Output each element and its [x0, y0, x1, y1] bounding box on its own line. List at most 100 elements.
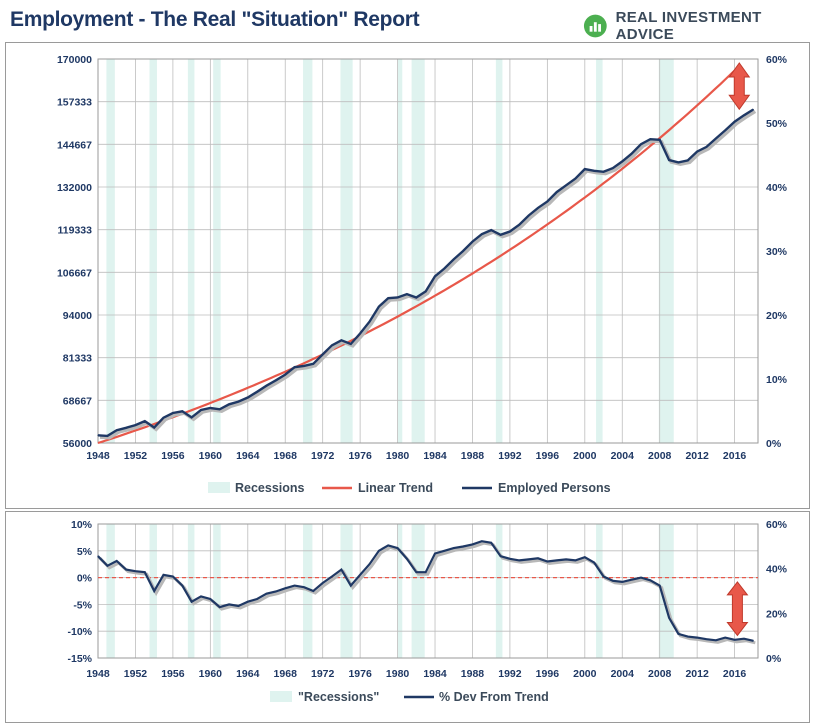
bar-chart-leaf-icon — [583, 14, 607, 38]
y2-tick-label: 0% — [766, 653, 782, 665]
gap-arrow — [728, 62, 751, 111]
employment-chart: 56000 68667 81333 94000 106667 119333 132000 14… — [57, 54, 788, 495]
deviation-point — [162, 574, 165, 576]
deviation-point — [593, 561, 595, 564]
gridlines — [97, 58, 759, 444]
employed-point — [116, 429, 118, 431]
x-tick-label: 1968 — [274, 668, 298, 680]
employed-point — [490, 229, 492, 231]
deviation-point — [705, 638, 708, 640]
y2-tick-label: 40% — [766, 564, 788, 576]
employed-point — [191, 416, 193, 418]
legend-label: % Dev From Trend — [439, 690, 549, 704]
y-tick-label: 56000 — [63, 438, 92, 450]
recession-band — [411, 524, 425, 658]
x-tick-label: 1952 — [124, 450, 148, 462]
employed-point — [209, 407, 211, 409]
deviation-point — [303, 586, 305, 588]
y-axis-right: 0% 10% 20% 30% 40% 50% 60% — [766, 54, 788, 450]
gridlines — [97, 523, 759, 659]
legend: Recessions Linear Trend Employed Persons — [208, 481, 611, 495]
employed-point — [284, 374, 286, 376]
x-tick-label: 1984 — [423, 668, 447, 680]
recession-band — [187, 524, 195, 658]
deviation-point — [191, 601, 193, 603]
y-tick-label: 144667 — [57, 139, 92, 151]
employed-point — [715, 137, 717, 140]
deviation-point — [668, 617, 670, 619]
y-tick-label: 94000 — [63, 310, 92, 322]
deviation-point — [453, 547, 455, 549]
deviation-point — [415, 571, 417, 573]
employed-point — [228, 403, 230, 405]
recession-band — [397, 524, 403, 658]
y-tick-label: 0% — [77, 573, 93, 585]
employed-point — [303, 365, 305, 367]
x-tick-label: 1976 — [348, 668, 372, 680]
deviation-point — [556, 559, 558, 562]
recession-band — [187, 59, 195, 443]
recession-band — [397, 59, 403, 443]
deviation-point — [247, 601, 249, 603]
deviation-point — [97, 555, 99, 557]
y2-tick-label: 30% — [766, 246, 788, 258]
x-tick-label: 2012 — [685, 450, 709, 462]
x-tick-label: 1956 — [161, 450, 185, 462]
recession-band — [658, 59, 674, 443]
deviation-point — [312, 590, 314, 592]
employed-point — [584, 168, 586, 170]
deviation-point — [752, 640, 754, 642]
employed-point — [705, 146, 708, 148]
deviation-point — [602, 575, 605, 578]
x-tick-label: 1980 — [386, 668, 410, 680]
deviation-point — [640, 577, 642, 579]
recession-band — [340, 524, 353, 658]
y-axis-left: 56000 68667 81333 94000 106667 119333 132000 14… — [57, 54, 92, 450]
employed-point — [312, 363, 314, 365]
legend-label: Linear Trend — [358, 481, 433, 495]
double-arrow-icon — [726, 581, 749, 637]
deviation-point — [471, 543, 474, 545]
y-tick-label: 81333 — [63, 353, 92, 365]
deviation-point — [293, 585, 296, 587]
employed-point — [144, 420, 146, 422]
employed-point — [293, 366, 296, 368]
x-tick-label: 1988 — [461, 668, 485, 680]
deviation-point — [256, 598, 258, 600]
deviation-point — [284, 587, 286, 589]
x-tick-label: 2000 — [573, 668, 597, 680]
employed-point — [153, 426, 155, 429]
deviation-point — [518, 559, 520, 562]
y2-tick-label: 60% — [766, 519, 788, 531]
y-tick-label: 68667 — [63, 395, 92, 407]
x-tick-label: 1952 — [124, 668, 148, 680]
recession-band — [596, 59, 603, 443]
deviation-point — [181, 585, 183, 587]
plot-frame — [97, 523, 759, 659]
legend-label: Recessions — [235, 481, 305, 495]
employed-point — [556, 191, 558, 193]
recession-band — [213, 524, 221, 658]
deviation-point — [509, 558, 511, 560]
employed-point — [425, 290, 427, 293]
deviation-point — [322, 582, 324, 584]
x-tick-label: 2016 — [723, 450, 747, 462]
x-tick-label: 1948 — [86, 450, 110, 462]
x-tick-label: 2012 — [685, 668, 709, 680]
x-tick-label: 1960 — [199, 450, 223, 462]
y-tick-label: 157333 — [57, 97, 92, 109]
employed-point — [219, 408, 221, 410]
double-arrow-icon — [728, 62, 751, 111]
x-tick-label: 2000 — [573, 450, 597, 462]
deviation-line — [97, 540, 754, 642]
deviation-point — [490, 542, 492, 544]
employed-point — [396, 296, 399, 299]
employed-point — [518, 224, 520, 226]
employed-point — [134, 424, 137, 426]
x-tick-label: 1984 — [423, 450, 447, 462]
y2-tick-label: 20% — [766, 608, 788, 620]
employed-point — [621, 160, 623, 162]
deviation-chart: -15%-10%-5%0%5%10% 0%20%40%60% 1948 1952 1… — [67, 519, 788, 704]
x-tick-label: 1968 — [274, 450, 298, 462]
